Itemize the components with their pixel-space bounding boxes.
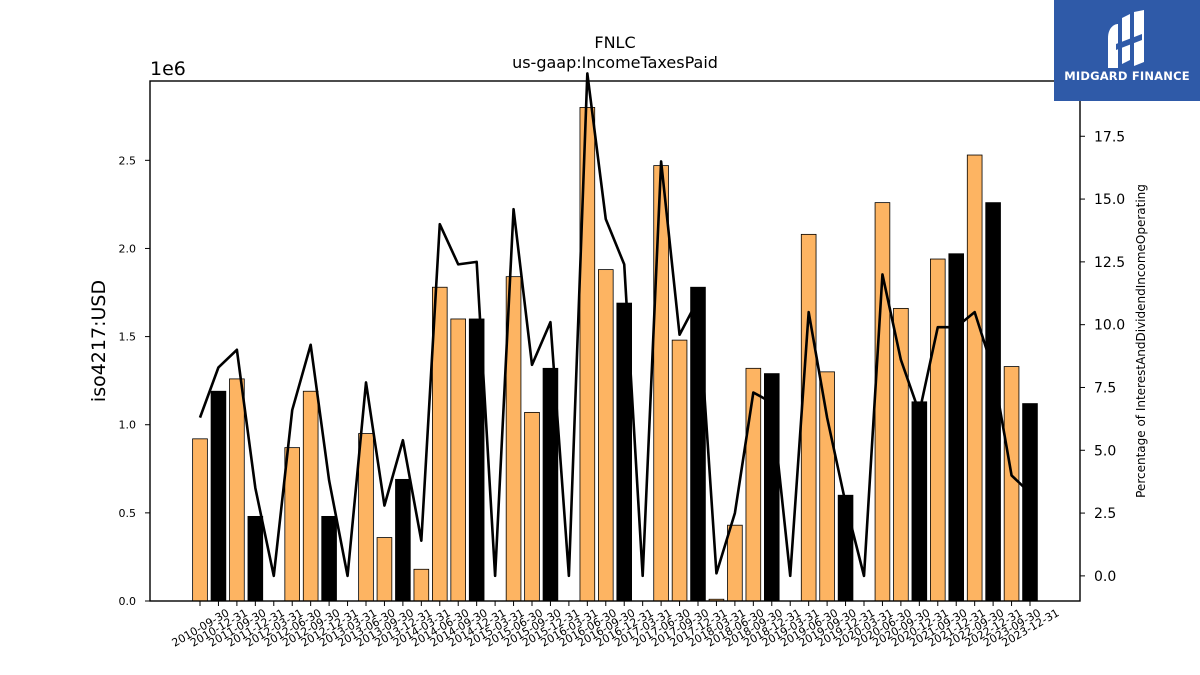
series-line	[198, 72, 1031, 578]
y2-tick-label: 15.0	[1094, 192, 1125, 208]
y2-tick-label: 7.5	[1094, 380, 1116, 396]
bar	[911, 401, 928, 602]
bar	[966, 154, 983, 602]
bar	[395, 478, 411, 602]
bar	[800, 233, 817, 602]
watermark-text: MIDGARD FINANCE	[1064, 69, 1190, 83]
y2-tick-label: 12.5	[1094, 255, 1125, 271]
bar	[413, 568, 430, 602]
bar	[690, 286, 706, 602]
bar	[284, 447, 300, 602]
y2-tick-label: 2.5	[1094, 506, 1116, 522]
bar	[948, 253, 965, 602]
bar	[874, 202, 891, 602]
midgard-logo-icon	[1108, 10, 1144, 68]
bar	[727, 524, 743, 602]
y2-tick-label: 17.5	[1094, 129, 1125, 145]
bar	[1022, 403, 1038, 602]
bar	[376, 537, 393, 602]
y-scale-label: 1e6	[150, 58, 186, 80]
line-layer	[198, 72, 1031, 578]
bar	[192, 438, 208, 602]
bars-layer	[192, 107, 1038, 602]
bar	[321, 515, 337, 602]
bar	[745, 367, 762, 602]
bar	[837, 494, 854, 602]
bar	[358, 433, 374, 602]
bar	[210, 390, 227, 602]
y2-tick-label: 0.0	[1094, 569, 1116, 585]
y-tick-label: 2.5	[119, 154, 137, 167]
bar	[653, 165, 669, 602]
y-tick-label: 0.0	[119, 595, 137, 608]
bar	[893, 307, 909, 602]
y2-axis-label: Percentage of InterestAndDividendIncomeO…	[1134, 184, 1148, 498]
y-tick-label: 1.0	[119, 419, 137, 432]
y-tick-label: 0.5	[119, 507, 137, 520]
bar	[819, 371, 835, 602]
watermark-logo: MIDGARD FINANCE	[1054, 0, 1200, 101]
axes-layer: 0.0 0.5 1.0 1.5 2.0 2.5 0.0 2.5 5.0 7.5 10.0 12.5 15…	[119, 80, 1125, 650]
y-tick-label: 2.0	[119, 242, 137, 255]
bar	[1003, 366, 1020, 602]
y-tick-label: 1.5	[119, 331, 137, 344]
y2-tick-label: 5.0	[1094, 443, 1116, 459]
bar	[247, 515, 264, 602]
chart-title: FNLC	[594, 33, 635, 52]
y-axis-label: iso4217:USD	[88, 280, 110, 402]
bar	[671, 339, 688, 602]
y2-tick-label: 10.0	[1094, 318, 1125, 334]
bar	[302, 390, 319, 602]
bar	[450, 318, 466, 602]
plot-frame	[149, 80, 1081, 602]
bar	[524, 411, 540, 602]
bar	[229, 378, 245, 602]
bar	[930, 258, 946, 602]
chart-subtitle: us-gaap:IncomeTaxesPaid	[512, 53, 718, 72]
bar	[598, 269, 614, 602]
